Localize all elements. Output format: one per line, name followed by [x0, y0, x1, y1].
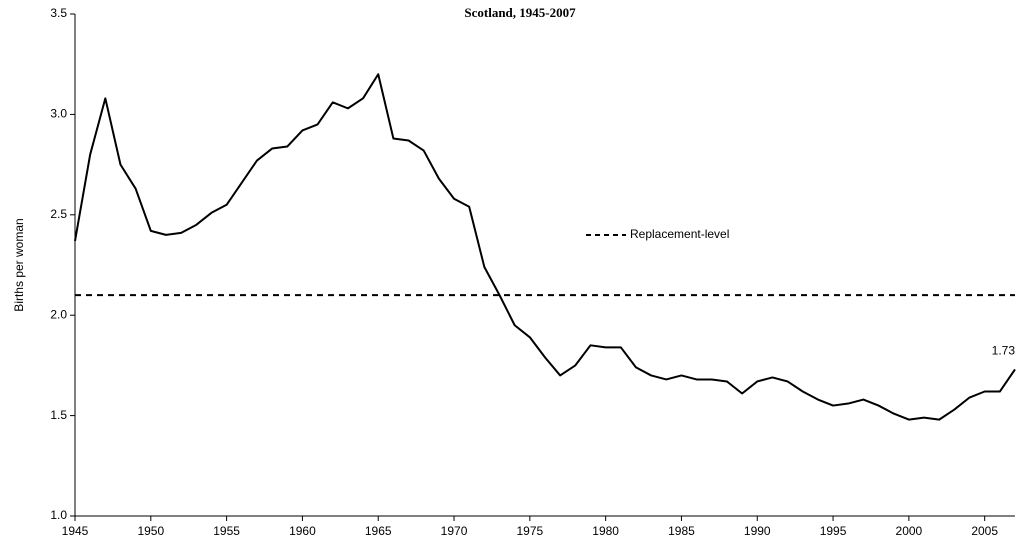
y-tick-label: 1.0	[50, 508, 67, 522]
x-tick-label: 1995	[820, 524, 847, 538]
y-tick-label: 2.5	[50, 207, 67, 221]
x-tick-label: 1970	[441, 524, 468, 538]
x-tick-label: 2005	[971, 524, 998, 538]
data-label: 1.73	[992, 344, 1016, 358]
y-tick-label: 3.0	[50, 107, 67, 121]
y-tick-label: 3.5	[50, 6, 67, 20]
x-tick-label: 1960	[289, 524, 316, 538]
x-tick-label: 1965	[365, 524, 392, 538]
legend-label: Replacement-level	[630, 227, 729, 241]
x-tick-label: 1975	[516, 524, 543, 538]
x-tick-label: 2000	[896, 524, 923, 538]
data-line	[74, 73, 1016, 421]
x-tick-label: 1950	[137, 524, 164, 538]
x-tick-label: 1945	[62, 524, 89, 538]
x-tick-label: 1955	[213, 524, 240, 538]
x-tick-label: 1990	[744, 524, 771, 538]
y-tick-label: 2.0	[50, 307, 67, 321]
y-axis-label: Births per woman	[12, 218, 26, 311]
x-tick-label: 1985	[668, 524, 695, 538]
chart-title: Scotland, 1945-2007	[464, 5, 576, 20]
x-tick-label: 1980	[592, 524, 619, 538]
y-tick-label: 1.5	[50, 408, 67, 422]
